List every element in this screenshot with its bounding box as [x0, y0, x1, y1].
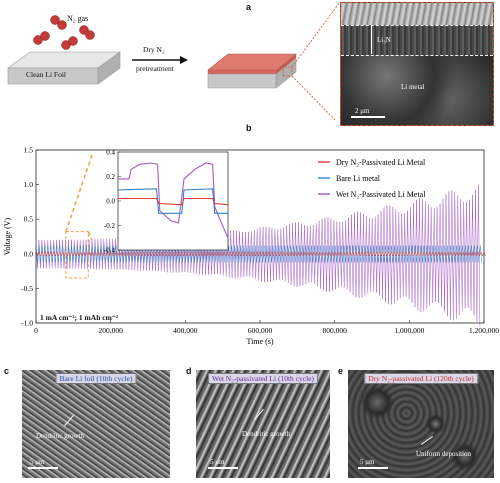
y-axis-label: Voltage (V)	[3, 217, 12, 255]
inset-y-tick: -0.2	[104, 222, 116, 230]
treated-li-foil	[207, 53, 297, 89]
panel-d-scale: 5 μm	[210, 458, 225, 466]
zoom-region	[65, 231, 89, 279]
series-dry-n2	[35, 250, 486, 257]
panel-e-title: Dry N₂-passivated Li (120th cycle)	[364, 373, 478, 384]
x-tick-label: 1,200,000	[469, 326, 499, 335]
panel-a-letter: a	[246, 2, 252, 12]
panel-d-title: Wet N₂-passivated Li (10th cycle)	[208, 373, 318, 384]
panel-e-letter: e	[338, 366, 344, 376]
panel-d-letter: d	[186, 366, 192, 376]
series-wet-n2	[35, 184, 481, 327]
panel-e-scale: 5 μm	[360, 458, 375, 466]
n2-molecules	[33, 15, 95, 50]
zoom-box	[282, 66, 293, 77]
panel-c-letter: c	[4, 366, 10, 376]
inset-plot	[117, 151, 229, 251]
x-axis-label: Time (s)	[246, 337, 273, 346]
sem-image-wet-n2: Wet N₂-passivated Li (10th cycle) Dendri…	[196, 370, 330, 478]
panel-e-annotation: Uniform deposition	[416, 450, 472, 458]
voltage-time-chart: -1.0 -0.5 0.0 0.5 1.0 1.5 0 200,000 400,000 600,0…	[3, 146, 499, 347]
series-bare-li	[35, 245, 482, 263]
sem-image-dry-n2: Dry N₂-passivated Li (120th cycle) Unifo…	[348, 370, 494, 478]
sem-image-bare-li: Bare Li foil (10th cycle) Dendritic grow…	[22, 370, 170, 478]
panel-a-schematic	[7, 1, 341, 120]
legend-label: Dry N₂-Passivated Li Metal	[336, 158, 426, 167]
x-tick-label: 400,000	[173, 326, 198, 335]
condition-label: 1 mA cm⁻²; 1 mAh cm⁻²	[40, 313, 119, 322]
sem-image-cross-section: Li₃N Li metal 2 μm	[340, 2, 494, 126]
x-tick-label: 1,000,000	[394, 326, 424, 335]
li3n-layer-label: Li₃N	[377, 36, 391, 44]
y-tick-label: 0.5	[24, 215, 34, 224]
y-tick-label: -1.0	[21, 319, 33, 328]
y-tick-label: -0.5	[21, 284, 33, 293]
legend-label: Wet N₂-Passivated Li Metal	[336, 190, 426, 199]
panel-c-annotation: Dendritic growth	[36, 432, 85, 440]
n2-gas-label: N₂ gas	[67, 14, 89, 23]
y-tick-label: 1.5	[24, 146, 34, 155]
x-tick-label: 600,000	[248, 326, 273, 335]
clean-foil-label: Clean Li Foil	[26, 70, 66, 79]
arrow-bottom-label: pretreatment	[136, 64, 174, 73]
y-tick-label: 0.0	[24, 249, 34, 258]
inset-wet-n2	[118, 162, 229, 239]
inset-y-tick: 0.4	[106, 149, 115, 157]
x-tick-label: 0	[34, 326, 38, 335]
clean-li-foil	[7, 51, 121, 85]
x-tick-label: 800,000	[322, 326, 347, 335]
li-metal-label: Li metal	[401, 83, 425, 91]
arrow-top-label: Dry N₂	[143, 45, 165, 54]
y-tick-label: 1.0	[24, 180, 34, 189]
panel-c-title: Bare Li foil (10th cycle)	[55, 373, 137, 384]
inset-y-tick: -0.4	[104, 247, 116, 255]
panel-d-annotation: Dendritic growth	[242, 430, 291, 438]
inset-dry-n2	[118, 197, 229, 206]
panel-c-scale: 5 μm	[30, 458, 45, 466]
legend-label: Bare Li metal	[336, 174, 381, 183]
inset-y-tick: 0.2	[106, 173, 115, 181]
panel-b-letter: b	[246, 123, 252, 133]
x-tick-label: 200,000	[98, 326, 123, 335]
inset-y-tick: 0.0	[106, 198, 115, 206]
sem-a-scale: 2 μm	[355, 107, 370, 115]
